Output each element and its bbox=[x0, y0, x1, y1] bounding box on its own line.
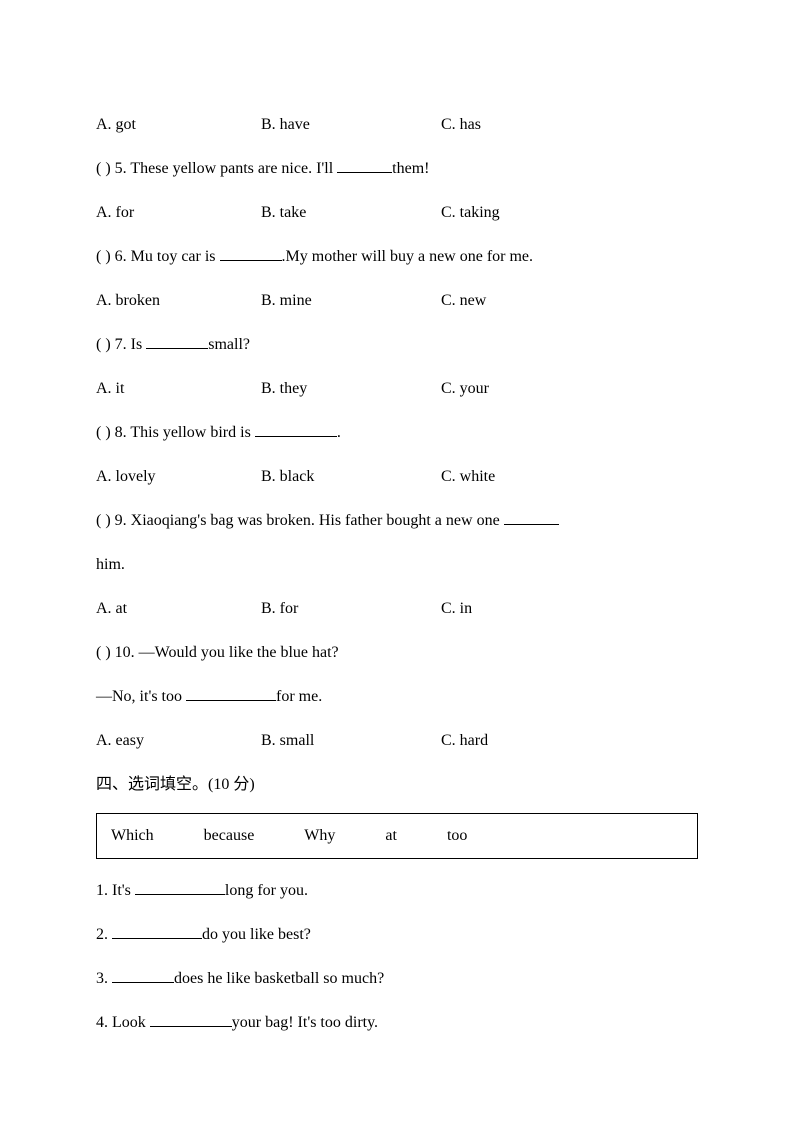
fill-1: 1. It's long for you. bbox=[96, 879, 698, 903]
q4-choices: A. got B. have C. has bbox=[96, 113, 698, 137]
fill-4-suffix: your bag! It's too dirty. bbox=[232, 1014, 378, 1031]
q6-choices: A. broken B. mine C. new bbox=[96, 289, 698, 313]
word-1: Which bbox=[111, 824, 154, 848]
q10-stem: ( ) 10. —Would you like the blue hat? bbox=[96, 644, 339, 661]
q6-prefix: ( ) 6. Mu toy car is bbox=[96, 248, 220, 265]
q5-suffix: them! bbox=[392, 160, 429, 177]
q7-choice-a: A. it bbox=[96, 377, 261, 401]
q9-blank[interactable] bbox=[504, 511, 559, 525]
q7-choice-c: C. your bbox=[441, 377, 698, 401]
q7-choice-b: B. they bbox=[261, 377, 441, 401]
q5-choice-a: A. for bbox=[96, 201, 261, 225]
q9-choice-b: B. for bbox=[261, 597, 441, 621]
q7-prefix: ( ) 7. Is bbox=[96, 336, 146, 353]
q5-stem: ( ) 5. These yellow pants are nice. I'll… bbox=[96, 157, 698, 181]
q9-choice-c: C. in bbox=[441, 597, 698, 621]
q6-suffix: .My mother will buy a new one for me. bbox=[282, 248, 534, 265]
q6-choice-b: B. mine bbox=[261, 289, 441, 313]
q9-stem-line1: ( ) 9. Xiaoqiang's bag was broken. His f… bbox=[96, 509, 698, 533]
q5-blank[interactable] bbox=[337, 159, 392, 173]
fill-1-suffix: long for you. bbox=[225, 882, 308, 899]
q10-choice-a: A. easy bbox=[96, 729, 261, 753]
q5-choice-b: B. take bbox=[261, 201, 441, 225]
q8-stem: ( ) 8. This yellow bird is . bbox=[96, 421, 698, 445]
q6-choice-a: A. broken bbox=[96, 289, 261, 313]
fill-1-prefix: 1. It's bbox=[96, 882, 135, 899]
fill-3: 3. does he like basketball so much? bbox=[96, 967, 698, 991]
word-box: Which because Why at too bbox=[96, 813, 698, 859]
q10-choice-c: C. hard bbox=[441, 729, 698, 753]
q10-line2-suffix: for me. bbox=[276, 688, 322, 705]
q8-choices: A. lovely B. black C. white bbox=[96, 465, 698, 489]
word-3: Why bbox=[304, 824, 335, 848]
q10-line2-prefix: —No, it's too bbox=[96, 688, 186, 705]
q5-prefix: ( ) 5. These yellow pants are nice. I'll bbox=[96, 160, 337, 177]
q9-prefix: ( ) 9. Xiaoqiang's bag was broken. His f… bbox=[96, 512, 504, 529]
q8-blank[interactable] bbox=[255, 423, 337, 437]
fill-4-blank[interactable] bbox=[150, 1013, 232, 1027]
q9-stem-line2: him. bbox=[96, 553, 698, 577]
word-2: because bbox=[204, 824, 255, 848]
fill-2-prefix: 2. bbox=[96, 926, 112, 943]
q7-blank[interactable] bbox=[146, 335, 208, 349]
word-5: too bbox=[447, 824, 467, 848]
q10-stem-line1: ( ) 10. —Would you like the blue hat? bbox=[96, 641, 698, 665]
q5-choices: A. for B. take C. taking bbox=[96, 201, 698, 225]
q8-choice-c: C. white bbox=[441, 465, 698, 489]
q7-choices: A. it B. they C. your bbox=[96, 377, 698, 401]
q9-choice-a: A. at bbox=[96, 597, 261, 621]
fill-3-blank[interactable] bbox=[112, 969, 174, 983]
q8-choice-a: A. lovely bbox=[96, 465, 261, 489]
q8-prefix: ( ) 8. This yellow bird is bbox=[96, 424, 255, 441]
q4-choice-b: B. have bbox=[261, 113, 441, 137]
q10-stem-line2: —No, it's too for me. bbox=[96, 685, 698, 709]
q6-choice-c: C. new bbox=[441, 289, 698, 313]
q6-blank[interactable] bbox=[220, 247, 282, 261]
fill-2-blank[interactable] bbox=[112, 925, 202, 939]
q8-choice-b: B. black bbox=[261, 465, 441, 489]
q4-choice-a: A. got bbox=[96, 113, 261, 137]
fill-2-suffix: do you like best? bbox=[202, 926, 311, 943]
fill-3-suffix: does he like basketball so much? bbox=[174, 970, 384, 987]
word-4: at bbox=[385, 824, 397, 848]
q10-choices: A. easy B. small C. hard bbox=[96, 729, 698, 753]
q9-choices: A. at B. for C. in bbox=[96, 597, 698, 621]
q8-suffix: . bbox=[337, 424, 341, 441]
q10-choice-b: B. small bbox=[261, 729, 441, 753]
q6-stem: ( ) 6. Mu toy car is .My mother will buy… bbox=[96, 245, 698, 269]
q10-blank[interactable] bbox=[186, 687, 276, 701]
q4-choice-c: C. has bbox=[441, 113, 698, 137]
q7-suffix: small? bbox=[208, 336, 250, 353]
section4-title: 四、选词填空。(10 分) bbox=[96, 773, 698, 797]
fill-1-blank[interactable] bbox=[135, 881, 225, 895]
fill-4-prefix: 4. Look bbox=[96, 1014, 150, 1031]
fill-2: 2. do you like best? bbox=[96, 923, 698, 947]
q5-choice-c: C. taking bbox=[441, 201, 698, 225]
q7-stem: ( ) 7. Is small? bbox=[96, 333, 698, 357]
fill-3-prefix: 3. bbox=[96, 970, 112, 987]
fill-4: 4. Look your bag! It's too dirty. bbox=[96, 1011, 698, 1035]
